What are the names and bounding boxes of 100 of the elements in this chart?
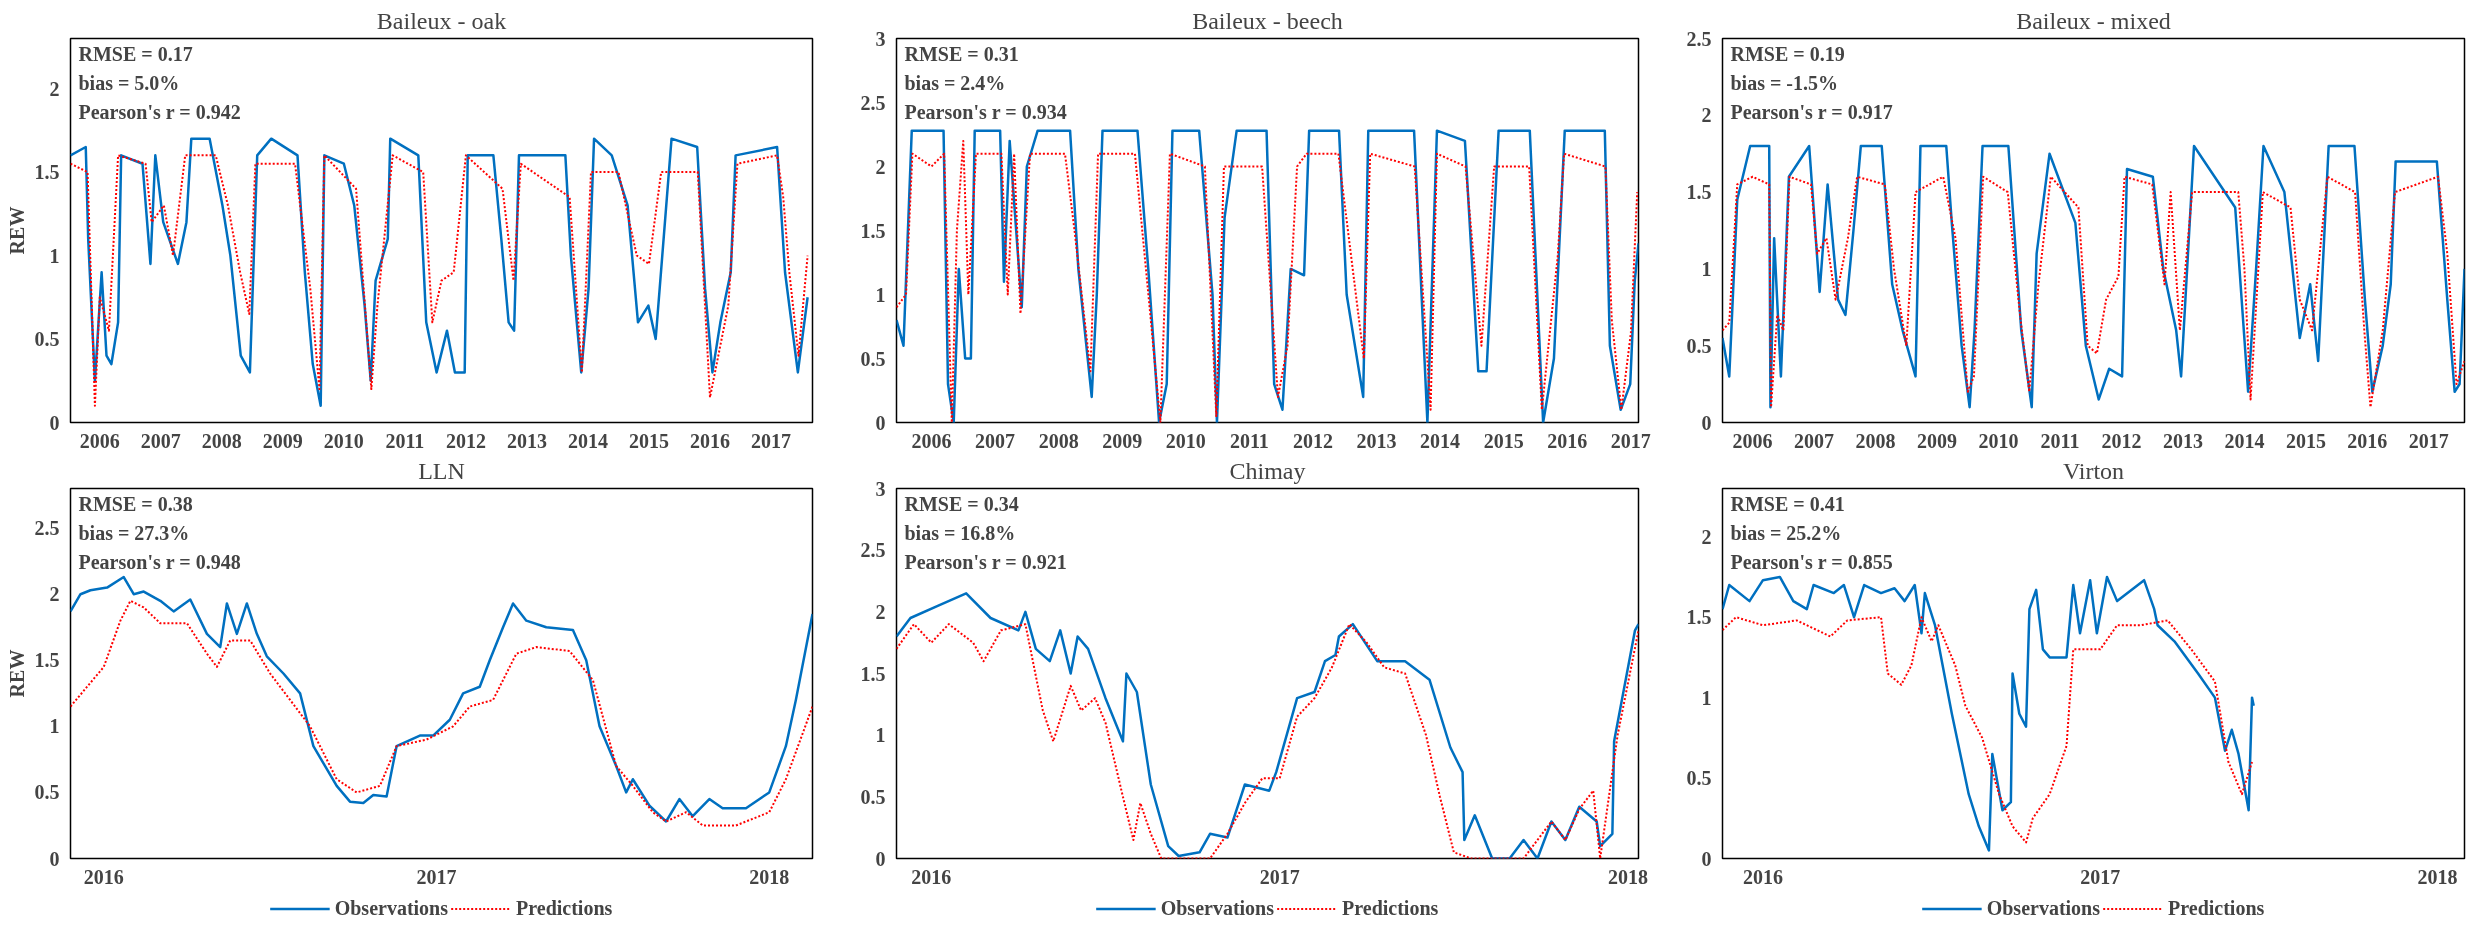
y-tick-label: 0	[875, 847, 886, 870]
x-tick-label: 2014	[2224, 429, 2265, 452]
x-tick-label: 2015	[2285, 429, 2326, 452]
y-tick-label: 2	[1701, 104, 1712, 127]
chart-title: Baileux - beech	[1192, 7, 1343, 34]
x-tick-label: 2018	[749, 865, 790, 888]
y-tick-label: 2	[49, 77, 60, 100]
annotation: Pearson's r = 0.917	[1730, 100, 1893, 123]
y-tick-label: 0.5	[34, 328, 60, 351]
y-tick-label: 1	[49, 244, 60, 267]
x-tick-label: 2017	[2408, 429, 2449, 452]
y-tick-label: 2	[49, 583, 60, 606]
y-tick-label: 0	[1701, 847, 1712, 870]
x-tick-label: 2013	[2162, 429, 2203, 452]
annotation: bias = 25.2%	[1730, 521, 1842, 544]
y-axis-title: REW	[5, 206, 28, 255]
y-axis-title: REW	[5, 649, 28, 698]
y-tick-label: 0	[49, 411, 60, 434]
x-tick-label: 2012	[1292, 429, 1333, 452]
x-tick-label: 2017	[1259, 865, 1300, 888]
x-tick-label: 2015	[628, 429, 669, 452]
y-tick-label: 2	[1701, 525, 1712, 548]
y-tick-label: 0.5	[1686, 334, 1712, 357]
chart-title: Baileux - mixed	[2016, 7, 2171, 34]
chart-title: Baileux - oak	[376, 7, 507, 34]
annotation: RMSE = 0.19	[1730, 42, 1845, 65]
x-tick-label: 2010	[323, 429, 364, 452]
legend-label: Observations	[1160, 896, 1275, 920]
x-tick-label: 2008	[1038, 429, 1079, 452]
y-tick-label: 2	[875, 600, 886, 623]
annotation: bias = -1.5%	[1730, 71, 1839, 94]
x-tick-label: 2014	[1420, 429, 1461, 452]
x-tick-label: 2016	[2347, 429, 2388, 452]
x-tick-label: 2017	[1610, 429, 1651, 452]
y-tick-label: 3	[875, 477, 886, 500]
x-tick-label: 2013	[1356, 429, 1397, 452]
chart-title: Virton	[2062, 457, 2125, 484]
legend-label: Observations	[1986, 896, 2101, 920]
annotation: RMSE = 0.38	[78, 492, 193, 515]
x-tick-label: 2011	[1229, 429, 1269, 452]
y-tick-label: 0.5	[860, 785, 886, 808]
x-tick-label: 2017	[416, 865, 457, 888]
x-tick-label: 2007	[1794, 429, 1835, 452]
x-tick-label: 2012	[445, 429, 486, 452]
y-tick-label: 0.5	[34, 781, 60, 804]
x-tick-label: 2007	[140, 429, 181, 452]
x-tick-label: 2006	[1732, 429, 1773, 452]
x-tick-label: 2009	[1102, 429, 1143, 452]
line-series	[1722, 575, 2255, 852]
annotation: bias = 5.0%	[78, 71, 180, 94]
y-tick-label: 1.5	[860, 219, 886, 242]
annotation: Pearson's r = 0.942	[78, 100, 241, 123]
annotation: Pearson's r = 0.921	[904, 550, 1067, 573]
y-tick-label: 0	[49, 847, 60, 870]
x-tick-label: 2018	[2417, 865, 2458, 888]
y-tick-label: 0	[1701, 411, 1712, 434]
x-tick-label: 2013	[506, 429, 547, 452]
x-tick-label: 2018	[1608, 865, 1649, 888]
chart-title: Chimay	[1229, 457, 1306, 484]
x-tick-label: 2014	[567, 429, 608, 452]
y-tick-label: 1	[49, 715, 60, 738]
x-tick-label: 2011	[2040, 429, 2080, 452]
y-tick-label: 1.5	[1686, 606, 1712, 629]
x-tick-label: 2006	[79, 429, 120, 452]
x-tick-label: 2006	[911, 429, 952, 452]
x-tick-label: 2009	[1917, 429, 1958, 452]
y-tick-label: 0	[875, 411, 886, 434]
annotation: Pearson's r = 0.855	[1730, 550, 1893, 573]
x-tick-label: 2009	[262, 429, 303, 452]
x-tick-label: 2008	[1855, 429, 1896, 452]
x-tick-label: 2011	[385, 429, 425, 452]
line-series	[1722, 616, 2254, 844]
x-tick-label: 2016	[689, 429, 730, 452]
x-tick-label: 2008	[201, 429, 242, 452]
annotation: RMSE = 0.41	[1730, 492, 1845, 515]
annotation: RMSE = 0.31	[904, 42, 1019, 65]
chart-title: LLN	[418, 457, 465, 484]
annotation: RMSE = 0.34	[904, 492, 1019, 515]
x-tick-label: 2016	[83, 865, 124, 888]
y-tick-label: 0.5	[1686, 767, 1712, 790]
y-tick-label: 1.5	[860, 662, 886, 685]
legend-label: Predictions	[1342, 896, 1439, 920]
y-tick-label: 1.5	[34, 161, 60, 184]
x-tick-label: 2010	[1165, 429, 1206, 452]
x-tick-label: 2010	[1978, 429, 2019, 452]
y-tick-label: 2.5	[860, 539, 886, 562]
x-tick-label: 2017	[751, 429, 792, 452]
x-tick-label: 2017	[2080, 865, 2121, 888]
annotation: bias = 27.3%	[78, 521, 190, 544]
x-tick-label: 2016	[911, 865, 952, 888]
y-tick-label: 1	[1701, 686, 1712, 709]
y-tick-label: 1	[875, 283, 886, 306]
y-tick-label: 2.5	[860, 91, 886, 114]
x-tick-label: 2015	[1483, 429, 1524, 452]
legend-label: Observations	[334, 896, 449, 920]
x-tick-label: 2012	[2101, 429, 2142, 452]
x-tick-label: 2016	[1742, 865, 1783, 888]
legend-label: Predictions	[516, 896, 613, 920]
x-tick-label: 2007	[975, 429, 1016, 452]
annotation: bias = 16.8%	[904, 521, 1016, 544]
